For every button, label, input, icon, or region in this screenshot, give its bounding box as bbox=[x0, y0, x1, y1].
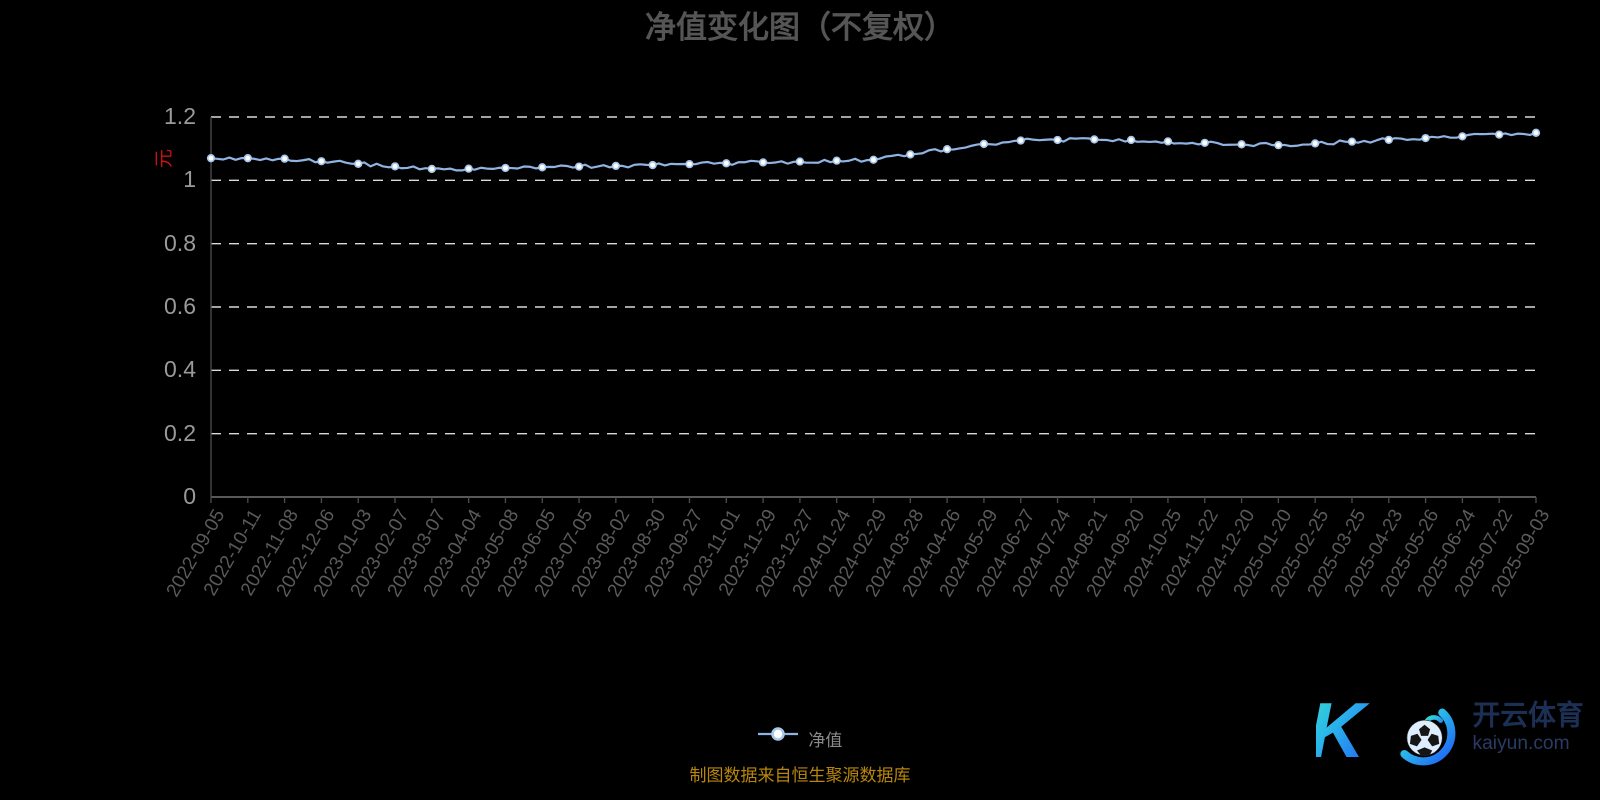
svg-text:K: K bbox=[1316, 686, 1370, 774]
svg-text:kaiyun.com: kaiyun.com bbox=[1473, 733, 1570, 754]
svg-text:开云体育: 开云体育 bbox=[1473, 700, 1584, 731]
